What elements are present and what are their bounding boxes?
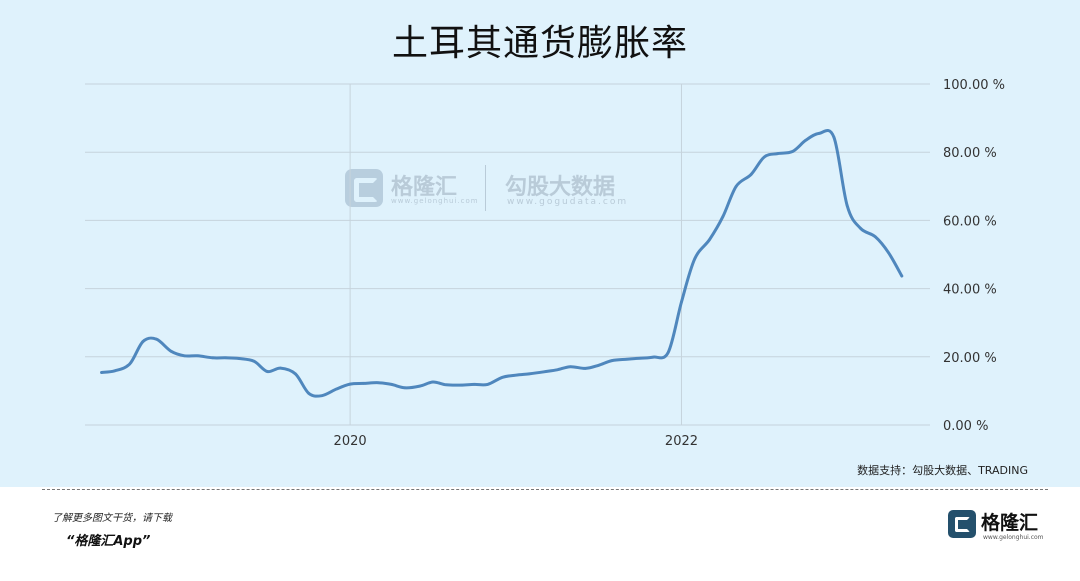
data-point	[804, 138, 808, 142]
data-point	[501, 375, 504, 379]
data-point	[307, 391, 310, 395]
footer-logo[interactable]: 格隆汇 www.gelonghui.com	[948, 510, 1048, 542]
data-point	[763, 155, 766, 159]
data-point	[776, 152, 779, 155]
data-point	[169, 350, 173, 353]
data-point	[224, 356, 228, 360]
data-point	[418, 384, 421, 388]
data-point	[265, 370, 269, 373]
data-point	[832, 135, 836, 139]
data-point	[542, 370, 546, 374]
chart-panel	[0, 0, 1080, 487]
data-point	[113, 369, 117, 373]
x-tick-label: 2020	[334, 434, 367, 449]
y-tick-label: 0.00 %	[943, 419, 988, 434]
data-point	[183, 354, 186, 358]
watermark-brand-url: www.gelonghui.com	[391, 197, 479, 205]
data-point	[693, 257, 697, 261]
data-point	[817, 132, 821, 135]
data-point	[100, 371, 103, 374]
data-point	[721, 215, 725, 218]
data-point	[473, 383, 476, 386]
footer-app-name[interactable]: “格隆汇App”	[66, 534, 151, 549]
data-point	[900, 274, 904, 278]
data-point	[486, 383, 489, 386]
data-point	[652, 355, 655, 359]
y-tick-label: 80.00 %	[943, 146, 997, 161]
data-source: 数据支持：勾股大数据、TRADING	[857, 464, 1028, 477]
data-point	[362, 382, 365, 385]
data-point	[638, 356, 642, 360]
watermark-separator	[485, 165, 486, 211]
data-point	[859, 226, 862, 230]
watermark-brand: 格隆汇	[391, 175, 458, 200]
chart-title: 土耳其通货膨胀率	[391, 23, 688, 64]
gelonghui-logo-icon	[345, 169, 383, 207]
y-tick-label: 100.00 %	[943, 78, 1005, 93]
data-point	[874, 235, 877, 239]
data-point	[196, 354, 199, 358]
y-tick-label: 20.00 %	[943, 351, 997, 366]
data-point	[666, 351, 670, 354]
data-point	[845, 204, 849, 208]
watermark-partner: 勾股大数据	[505, 175, 616, 200]
data-point	[403, 386, 407, 390]
series-layer	[100, 129, 904, 398]
footer-brand: 格隆汇	[981, 512, 1039, 534]
footer-brand-url: www.gelonghui.com	[983, 534, 1044, 541]
data-point	[279, 366, 282, 370]
data-point	[555, 368, 559, 372]
watermark-partner-url: www.gogudata.com	[507, 197, 629, 207]
data-point	[734, 185, 738, 188]
data-point	[569, 365, 572, 368]
data-point	[625, 357, 629, 361]
axis-labels: 0.00 % 20.00 % 40.00 % 60.00 % 80.00 % 100.00…	[334, 78, 1005, 449]
data-point	[459, 383, 463, 387]
data-point	[708, 238, 711, 241]
data-point	[294, 372, 297, 376]
data-point	[237, 357, 241, 360]
data-point	[335, 387, 339, 391]
data-point	[431, 380, 435, 384]
footer-divider	[42, 489, 1048, 490]
y-tick-label: 40.00 %	[943, 283, 997, 298]
x-tick-label: 2022	[665, 434, 698, 449]
data-point	[252, 359, 256, 363]
data-point	[597, 364, 600, 367]
data-point	[584, 367, 587, 370]
data-point	[527, 372, 531, 376]
data-point	[320, 394, 324, 397]
inflation-line-chart: 0.00 % 20.00 % 40.00 % 60.00 % 80.00 % 100.00…	[85, 78, 1005, 449]
data-point	[680, 300, 683, 304]
footer-tip: 了解更多图文干货，请下载	[52, 513, 172, 524]
data-point	[390, 383, 393, 386]
data-point	[376, 381, 380, 385]
data-point	[348, 382, 352, 386]
grid-layer	[85, 83, 930, 426]
data-point	[749, 173, 753, 176]
data-point	[444, 383, 448, 387]
gelonghui-logo-icon	[948, 510, 976, 538]
data-point	[211, 356, 214, 360]
data-point	[141, 340, 145, 343]
data-point	[887, 251, 890, 255]
y-tick-label: 60.00 %	[943, 214, 997, 229]
data-point	[154, 337, 158, 341]
data-point	[514, 373, 518, 377]
data-point	[128, 362, 132, 366]
data-point	[610, 359, 614, 362]
data-point	[791, 150, 794, 153]
watermark: 格隆汇 www.gelonghui.com 勾股大数据 www.gogudata…	[345, 163, 645, 217]
